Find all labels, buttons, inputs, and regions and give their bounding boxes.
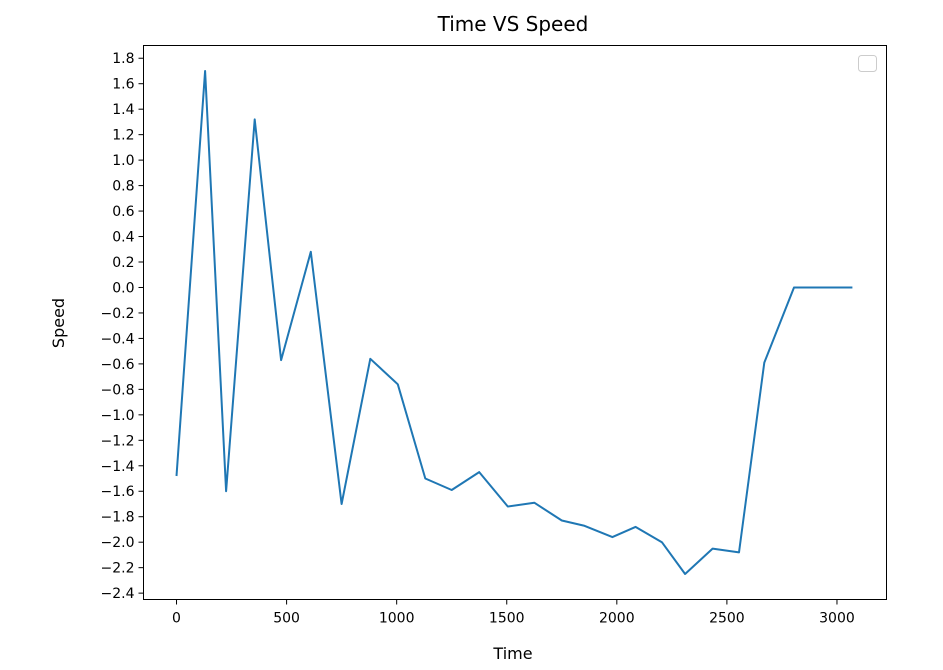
y-tick-label: −1.8 <box>101 510 135 526</box>
y-tick-label: 1.6 <box>112 77 134 93</box>
legend-box <box>858 55 877 72</box>
x-tick-label: 3000 <box>819 611 855 627</box>
y-axis-title: Speed <box>49 298 68 348</box>
y-tick-label: −1.6 <box>101 484 135 500</box>
y-tick-label: −2.4 <box>101 586 135 602</box>
y-tick-label: 0.6 <box>112 204 134 220</box>
x-tick-label: 1000 <box>379 611 415 627</box>
y-tick-label: 0.2 <box>112 255 134 271</box>
y-tick-label: −1.0 <box>101 408 135 424</box>
y-tick-label: 1.0 <box>112 153 134 169</box>
y-tick-label: 0.4 <box>112 230 134 246</box>
x-axis: 0 500 1000 1500 2000 2500 3000 <box>172 599 855 627</box>
y-tick-label: −2.2 <box>101 561 135 577</box>
chart-title: Time VS Speed <box>437 12 589 36</box>
series-line <box>175 70 853 575</box>
y-tick-label: −0.8 <box>101 382 135 398</box>
x-tick-label: 1500 <box>489 611 525 627</box>
x-tick-label: 500 <box>273 611 300 627</box>
x-tick-label: 0 <box>172 611 181 627</box>
y-tick-label: −2.0 <box>101 535 135 551</box>
y-tick-label: 0.8 <box>112 179 134 195</box>
x-tick-label: 2000 <box>599 611 635 627</box>
y-tick-label: −0.6 <box>101 357 135 373</box>
y-tick-label: 0.0 <box>112 280 134 296</box>
x-axis-title: Time <box>492 644 532 663</box>
x-tick-label: 2500 <box>709 611 745 627</box>
y-tick-label: 1.2 <box>112 128 134 144</box>
y-axis: 1.8 1.6 1.4 1.2 1.0 0.8 0.6 0.4 0.2 0.0 −0.2 −0.4 −0… <box>101 51 144 602</box>
y-tick-label: −1.2 <box>101 433 135 449</box>
y-tick-label: 1.4 <box>112 102 134 118</box>
plot-frame <box>143 45 887 600</box>
y-tick-label: 1.8 <box>112 51 134 67</box>
y-tick-label: −0.4 <box>101 331 135 347</box>
y-tick-label: −0.2 <box>101 306 135 322</box>
y-tick-label: −1.4 <box>101 459 135 475</box>
